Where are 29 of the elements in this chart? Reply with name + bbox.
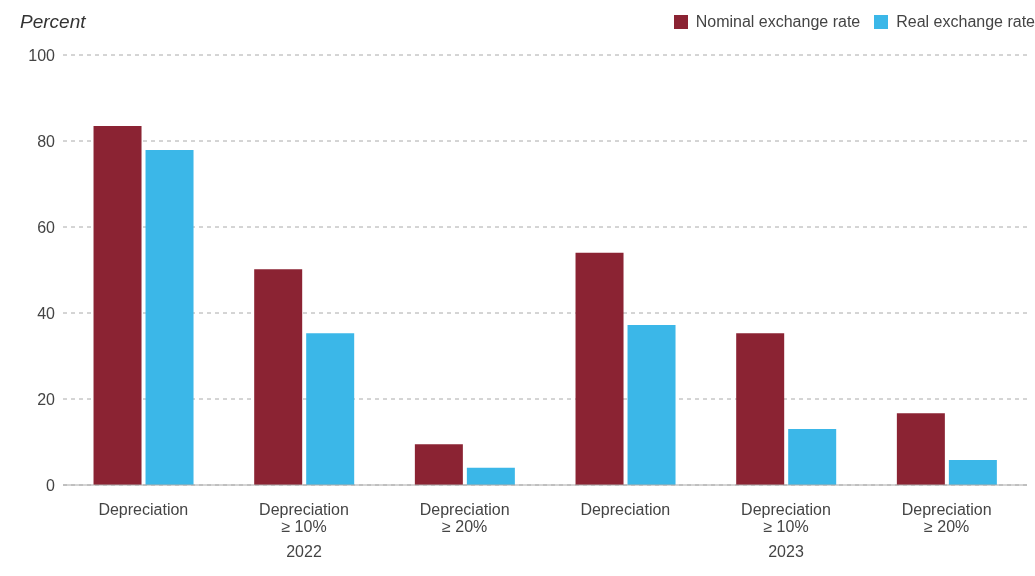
bar <box>896 413 945 485</box>
x-tick-label: Depreciation <box>98 501 189 518</box>
bar <box>254 269 303 485</box>
bar <box>736 333 785 485</box>
bar <box>788 429 837 485</box>
bar <box>575 252 624 485</box>
x-tick-label: Depreciation ≥ 20% <box>901 501 992 535</box>
bar <box>414 444 463 485</box>
bar <box>306 333 355 485</box>
x-tick-label: Depreciation <box>580 501 671 518</box>
x-tick-label: Depreciation ≥ 20% <box>419 501 510 535</box>
legend-label: Nominal exchange rate <box>695 13 861 31</box>
y-tick-label: 40 <box>37 304 56 322</box>
bar <box>145 150 194 485</box>
y-tick-label: 100 <box>28 46 56 64</box>
bar <box>627 325 676 485</box>
text: 2022 <box>285 543 323 561</box>
text: 2023 <box>767 543 805 561</box>
y-tick-label: 60 <box>37 218 56 236</box>
bar <box>466 467 515 485</box>
legend-label: Real exchange rate <box>896 13 1035 31</box>
y-tick-label: 20 <box>37 390 56 408</box>
y-tick-label: 80 <box>37 132 56 150</box>
bar <box>93 125 142 485</box>
y-tick-label: 0 <box>46 476 56 494</box>
y-axis-title: Percent <box>20 11 86 33</box>
x-tick-label: Depreciation ≥ 10% <box>259 501 349 535</box>
x-tick-label: Depreciation ≥ 10% <box>741 501 831 535</box>
bar <box>948 460 997 485</box>
